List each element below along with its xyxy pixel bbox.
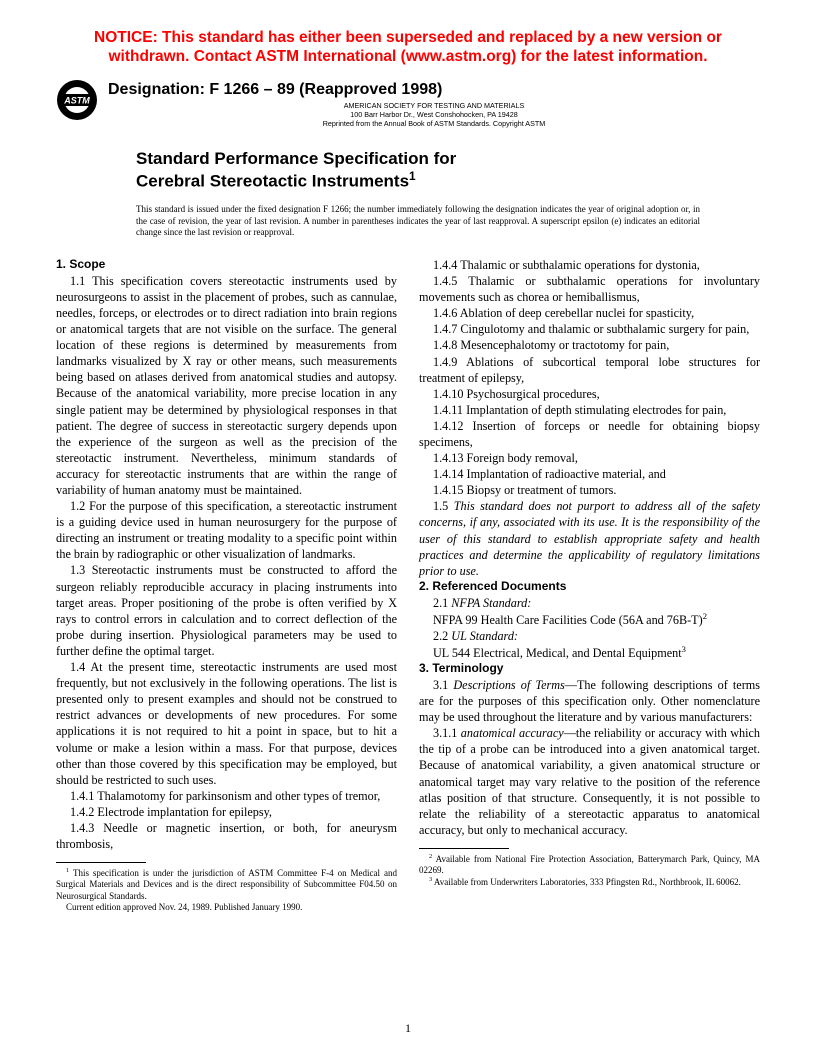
p2-2-ital: UL Standard:	[451, 629, 518, 643]
para-1-4-3: 1.4.3 Needle or magnetic insertion, or b…	[56, 820, 397, 852]
title-text: Cerebral Stereotactic Instruments	[136, 172, 409, 191]
title-line2: Cerebral Stereotactic Instruments1	[136, 169, 760, 192]
footnote-block-left: 1 This specification is under the jurisd…	[56, 862, 397, 913]
para-1-3: 1.3 Stereotactic instruments must be con…	[56, 562, 397, 659]
para-1-4-9: 1.4.9 Ablations of subcortical temporal …	[419, 354, 760, 386]
footnote-1a: 1 This specification is under the jurisd…	[56, 867, 397, 902]
p2-2-sup: 3	[682, 644, 686, 654]
society-line2: 100 Barr Harbor Dr., West Conshohocken, …	[350, 110, 518, 119]
footnote-3: 3 Available from Underwriters Laboratori…	[419, 876, 760, 888]
footnote-2-text: Available from National Fire Protection …	[419, 854, 760, 875]
p3-1-1-rest: —the reliability or accuracy with which …	[419, 726, 760, 837]
society-line3: Reprinted from the Annual Book of ASTM S…	[323, 119, 546, 128]
para-3-1-1: 3.1.1 anatomical accuracy—the reliabilit…	[419, 725, 760, 838]
para-2-1: 2.1 NFPA Standard:	[419, 595, 760, 611]
para-1-4-10: 1.4.10 Psychosurgical procedures,	[419, 386, 760, 402]
para-1-4-12: 1.4.12 Insertion of forceps or needle fo…	[419, 418, 760, 450]
footnote-1b: Current edition approved Nov. 24, 1989. …	[56, 902, 397, 913]
designation: Designation: F 1266 – 89 (Reapproved 199…	[108, 81, 760, 99]
p3-1-ital: Descriptions of Terms	[453, 678, 564, 692]
para-1-4-11: 1.4.11 Implantation of depth stimulating…	[419, 402, 760, 418]
para-1-2: 1.2 For the purpose of this specificatio…	[56, 498, 397, 562]
para-1-1: 1.1 This specification covers stereotact…	[56, 273, 397, 498]
p3-1-1-lbl: 3.1.1	[433, 726, 461, 740]
footnote-1a-text: This specification is under the jurisdic…	[56, 868, 397, 901]
p2-1-ital: NFPA Standard:	[451, 596, 531, 610]
p2-1-lbl: 2.1	[433, 596, 451, 610]
para-2-2: 2.2 UL Standard:	[419, 628, 760, 644]
para-1-4-14: 1.4.14 Implantation of radioactive mater…	[419, 466, 760, 482]
para-1-4: 1.4 At the present time, stereotactic in…	[56, 659, 397, 788]
section-head-refdocs: 2. Referenced Documents	[419, 579, 760, 595]
svg-text:ASTM: ASTM	[63, 95, 90, 105]
p2-1-sup: 2	[703, 611, 707, 621]
footnote-3-text: Available from Underwriters Laboratories…	[434, 877, 741, 887]
title-sup: 1	[409, 169, 416, 183]
para-1-4-2: 1.4.2 Electrode implantation for epileps…	[56, 804, 397, 820]
title-line1: Standard Performance Specification for	[136, 148, 760, 169]
p3-1-1-ital: anatomical accuracy	[461, 726, 564, 740]
para-1-5: 1.5 This standard does not purport to ad…	[419, 498, 760, 578]
section-head-terminology: 3. Terminology	[419, 661, 760, 677]
body-columns: 1. Scope 1.1 This specification covers s…	[56, 257, 760, 913]
p2-2-lbl: 2.2	[433, 629, 451, 643]
section-head-scope: 1. Scope	[56, 257, 397, 273]
para-2-2-line: UL 544 Electrical, Medical, and Dental E…	[419, 644, 760, 661]
p2-1-line: NFPA 99 Health Care Facilities Code (56A…	[433, 613, 703, 627]
title-block: Standard Performance Specification for C…	[136, 148, 760, 192]
footnote-rule-right	[419, 848, 509, 849]
header-row: ASTM Designation: F 1266 – 89 (Reapprove…	[56, 79, 760, 128]
para-1-4-5: 1.4.5 Thalamic or subthalamic operations…	[419, 273, 760, 305]
astm-logo: ASTM	[56, 79, 98, 121]
designation-block: Designation: F 1266 – 89 (Reapproved 199…	[108, 79, 760, 128]
p2-2-line: UL 544 Electrical, Medical, and Dental E…	[433, 646, 682, 660]
para-1-4-7: 1.4.7 Cingulotomy and thalamic or subtha…	[419, 321, 760, 337]
para-1-4-4: 1.4.4 Thalamic or subthalamic operations…	[419, 257, 760, 273]
page: NOTICE: This standard has either been su…	[0, 0, 816, 1056]
para-3-1: 3.1 Descriptions of Terms—The following …	[419, 677, 760, 725]
para-1-4-13: 1.4.13 Foreign body removal,	[419, 450, 760, 466]
para-1-4-1: 1.4.1 Thalamotomy for parkinsonism and o…	[56, 788, 397, 804]
para-1-5-text: This standard does not purport to addres…	[419, 499, 760, 577]
society-line1: AMERICAN SOCIETY FOR TESTING AND MATERIA…	[344, 101, 525, 110]
issuance-note: This standard is issued under the fixed …	[136, 204, 700, 239]
footnote-block-right: 2 Available from National Fire Protectio…	[419, 848, 760, 889]
footnote-2: 2 Available from National Fire Protectio…	[419, 853, 760, 877]
p3-1-lbl: 3.1	[433, 678, 453, 692]
society-info: AMERICAN SOCIETY FOR TESTING AND MATERIA…	[108, 101, 760, 128]
para-1-4-6: 1.4.6 Ablation of deep cerebellar nuclei…	[419, 305, 760, 321]
para-1-4-8: 1.4.8 Mesencephalotomy or tractotomy for…	[419, 337, 760, 353]
footnote-rule	[56, 862, 146, 863]
page-number: 1	[0, 1021, 816, 1036]
para-1-4-15: 1.4.15 Biopsy or treatment of tumors.	[419, 482, 760, 498]
notice-banner: NOTICE: This standard has either been su…	[66, 28, 750, 67]
para-2-1-line: NFPA 99 Health Care Facilities Code (56A…	[419, 611, 760, 628]
